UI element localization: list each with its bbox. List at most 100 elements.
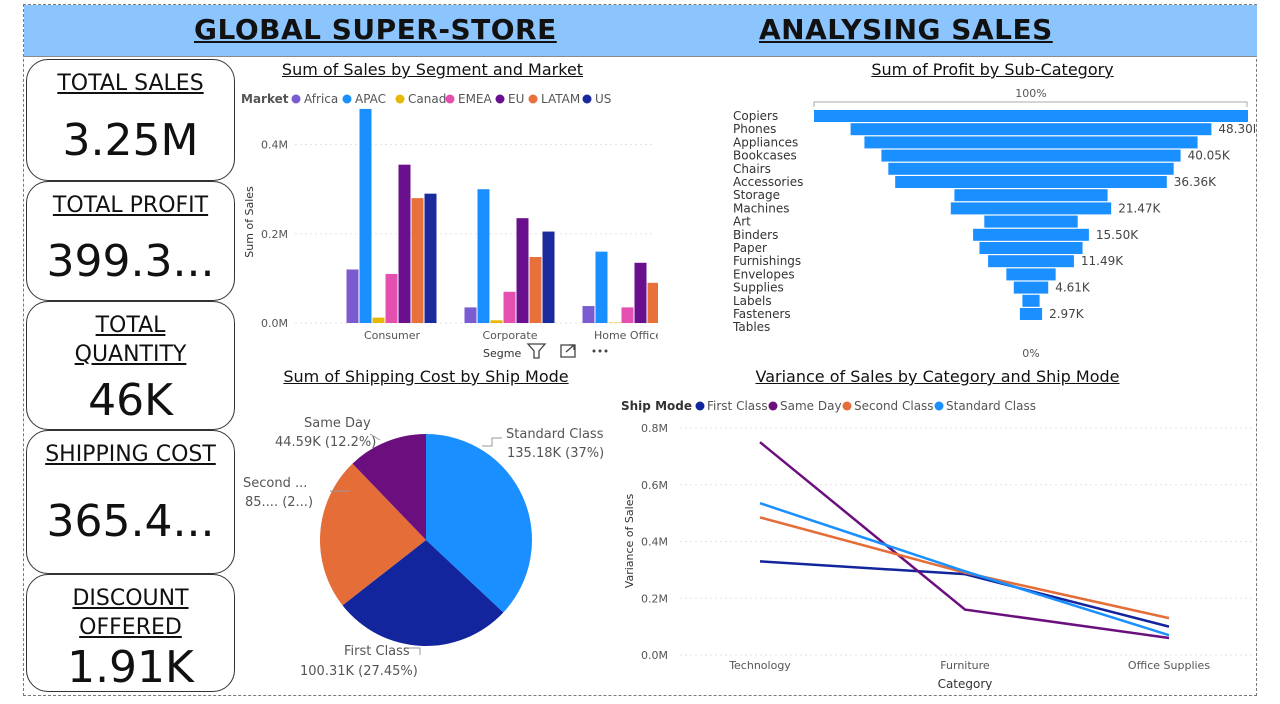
legend-item[interactable]: US [595, 92, 611, 106]
kpi-label: TOTAL PROFIT [52, 193, 209, 218]
legend-marker [291, 94, 301, 104]
bar-emea[interactable] [621, 307, 634, 323]
bar-eu[interactable] [516, 218, 529, 323]
bar-canada[interactable] [372, 317, 385, 323]
funnel-bar[interactable] [988, 255, 1074, 268]
funnel-bar[interactable] [984, 215, 1078, 228]
kpi-total-quantity[interactable]: TOTAL QUANTITY 46K [26, 301, 235, 430]
pie-slice-label: 85.... (2...) [245, 495, 313, 510]
focus-mode-icon[interactable] [560, 344, 576, 358]
pie-slice-name: Standard Class [506, 427, 604, 442]
funnel-bar[interactable] [979, 242, 1083, 254]
bar-canada[interactable] [490, 320, 503, 323]
funnel-category-label: Phones [733, 122, 776, 136]
line-series-standard-class[interactable] [759, 502, 1170, 637]
legend-item[interactable]: APAC [355, 92, 386, 106]
legend-item[interactable]: LATAM [541, 92, 580, 106]
legend-item[interactable]: Second Class [854, 399, 934, 413]
pie-slice[interactable] [320, 463, 426, 606]
funnel-bar[interactable] [1006, 268, 1056, 281]
funnel-category-label: Machines [733, 201, 789, 215]
y-tick-label: 0.4M [641, 536, 668, 549]
bar-emea[interactable] [385, 273, 398, 323]
line-series-second-class[interactable] [759, 516, 1170, 620]
pie-slice[interactable] [352, 434, 426, 540]
funnel-data-label: 21.47K [1118, 201, 1161, 215]
kpi-value: 46K [88, 375, 173, 426]
bar-apac[interactable] [477, 189, 490, 323]
funnel-bar[interactable] [864, 136, 1198, 149]
kpi-discount-offered[interactable]: DISCOUNT OFFERED 1.91K [26, 574, 235, 692]
legend-item[interactable]: First Class [707, 399, 768, 413]
bar-latam[interactable] [529, 256, 542, 323]
funnel-category-label: Chairs [733, 162, 771, 176]
bar-latam[interactable] [411, 198, 424, 323]
y-tick-label: 0.6M [641, 479, 668, 492]
filter-icon[interactable] [526, 343, 547, 359]
legend-item[interactable]: Africa [304, 92, 338, 106]
bar-africa[interactable] [346, 269, 359, 323]
more-options-icon[interactable] [592, 349, 608, 353]
funnel-bar[interactable] [814, 110, 1248, 122]
pie-slice[interactable] [342, 540, 504, 646]
legend-item[interactable]: Canada [408, 92, 454, 106]
legend-title: Ship Mode [621, 399, 692, 413]
funnel-data-label: 48.30K [1218, 122, 1255, 136]
line-series-same-day[interactable] [759, 441, 1170, 640]
legend-marker [768, 401, 778, 411]
funnel-chart-title: Sum of Profit by Sub-Category [871, 60, 1114, 79]
funnel-bar[interactable] [1019, 308, 1043, 320]
legend-item[interactable]: Same Day [780, 399, 842, 413]
bar-emea[interactable] [503, 291, 516, 323]
funnel-category-label: Binders [733, 228, 778, 242]
kpi-label: TOTAL SALES [57, 71, 204, 96]
funnel-bar[interactable] [850, 123, 1212, 136]
bar-latam[interactable] [647, 282, 659, 323]
funnel-category-label: Appliances [733, 135, 798, 149]
kpi-value: 1.91K [67, 642, 194, 692]
legend-item[interactable]: Standard Class [946, 399, 1036, 413]
kpi-total-sales[interactable]: TOTAL SALES 3.25M [26, 59, 235, 181]
legend-marker [582, 94, 592, 104]
pie-chart-title: Sum of Shipping Cost by Ship Mode [283, 367, 569, 386]
y-axis-label: Sum of Sales [243, 186, 256, 258]
legend-marker [528, 94, 538, 104]
bar-eu[interactable] [634, 262, 647, 323]
y-tick-label: 0.0M [261, 317, 288, 330]
line-series-first-class[interactable] [759, 560, 1170, 628]
pie-slice-name: Same Day [304, 416, 371, 431]
bar-canada[interactable] [608, 322, 621, 324]
kpi-label: TOTAL QUANTITY [74, 313, 187, 367]
funnel-category-label: Copiers [733, 109, 778, 123]
bar-africa[interactable] [464, 307, 477, 323]
funnel-bar[interactable] [1022, 294, 1040, 307]
bar-africa[interactable] [582, 306, 595, 323]
kpi-label: DISCOUNT OFFERED [72, 586, 189, 640]
funnel-bar[interactable] [881, 149, 1181, 162]
legend-item[interactable]: EMEA [458, 92, 493, 106]
funnel-category-label: Envelopes [733, 267, 795, 281]
legend-item[interactable]: EU [508, 92, 524, 106]
funnel-data-label: 36.36K [1174, 175, 1217, 189]
bar-apac[interactable] [595, 251, 608, 323]
pie-slice-label: 44.59K (12.2%) [275, 435, 376, 450]
bar-us[interactable] [424, 193, 437, 323]
funnel-bar[interactable] [973, 228, 1089, 241]
funnel-category-label: Labels [733, 294, 772, 308]
bar-eu[interactable] [398, 164, 411, 323]
funnel-category-label: Furnishings [733, 254, 801, 268]
funnel-bar[interactable] [950, 202, 1112, 215]
funnel-bar[interactable] [954, 189, 1108, 202]
kpi-shipping-cost[interactable]: SHIPPING COST 365.4... [26, 430, 235, 574]
bar-us[interactable] [542, 231, 555, 323]
bar-apac[interactable] [359, 108, 372, 323]
pie-slice[interactable] [426, 434, 532, 613]
kpi-total-profit[interactable]: TOTAL PROFIT 399.3... [26, 181, 235, 301]
funnel-bar[interactable] [888, 162, 1174, 175]
funnel-data-label: 4.61K [1055, 281, 1091, 295]
funnel-bar[interactable] [1013, 281, 1049, 294]
x-tick-label: Office Supplies [1128, 659, 1210, 672]
funnel-category-label: Paper [733, 241, 767, 255]
kpi-value: 399.3... [46, 236, 215, 287]
funnel-bar[interactable] [895, 176, 1167, 188]
